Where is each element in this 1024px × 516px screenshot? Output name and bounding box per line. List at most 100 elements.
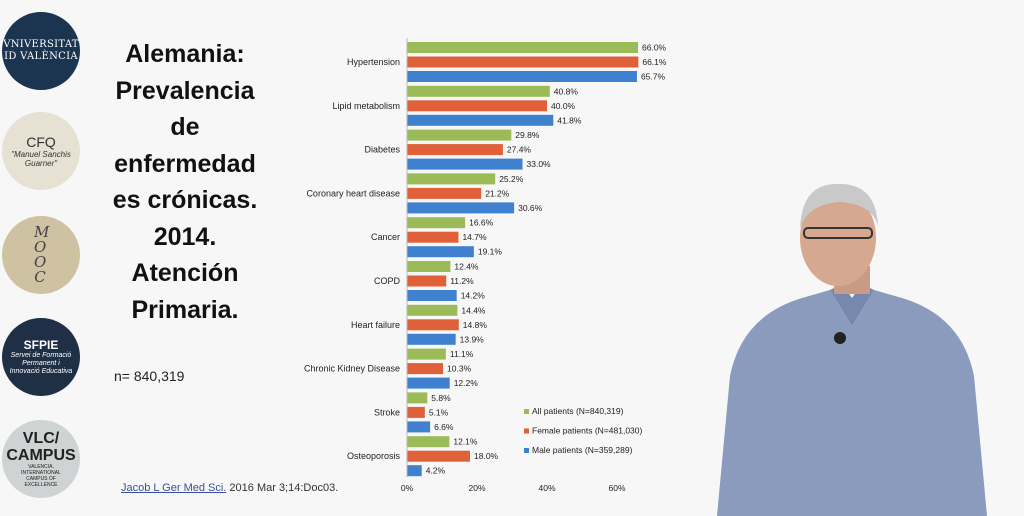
citation-link[interactable]: Jacob L Ger Med Sci. xyxy=(121,482,227,494)
presenter-figure xyxy=(717,183,987,516)
x-tick-label-3: 60% xyxy=(608,483,625,493)
bar-s0-c9 xyxy=(407,436,450,448)
bar-s2-c0 xyxy=(407,71,637,82)
citation-details: 2016 Mar 3;14:Doc03. xyxy=(226,482,339,494)
value-label-s1-c9: 18.0% xyxy=(474,451,499,461)
category-label-1: Lipid metabolism xyxy=(332,101,400,111)
bar-s1-c8 xyxy=(407,406,425,418)
value-label-s1-c7: 10.3% xyxy=(447,364,472,374)
legend-label-1: Female patients (N=481,030) xyxy=(532,426,642,436)
bar-s0-c0 xyxy=(407,42,638,53)
bar-s0-c3 xyxy=(407,173,496,185)
sfpie-logo: SFPIE Servei de Formació Permanent i Inn… xyxy=(2,318,80,396)
value-label-s2-c0: 65.7% xyxy=(641,72,666,82)
bar-s1-c0 xyxy=(407,56,639,68)
bar-s2-c3 xyxy=(407,202,515,214)
presenter-microphone xyxy=(834,332,846,344)
sample-size: n= 840,319 xyxy=(114,368,185,384)
bar-s2-c2 xyxy=(407,158,523,170)
category-label-8: Stroke xyxy=(374,407,400,417)
bar-s0-c8 xyxy=(407,392,428,404)
value-label-s0-c7: 11.1% xyxy=(450,349,474,359)
sfpie-logo-subtitle: Servei de Formació Permanent i Innovació… xyxy=(9,352,73,375)
bar-s2-c7 xyxy=(407,377,450,389)
value-label-s1-c3: 21.2% xyxy=(485,188,510,198)
value-label-s0-c5: 12.4% xyxy=(454,262,479,272)
value-label-s0-c3: 25.2% xyxy=(499,174,524,184)
value-label-s2-c8: 6.6% xyxy=(434,422,454,432)
vlc-campus-logo: VLC/ CAMPUS VALENCIA, INTERNATIONAL CAMP… xyxy=(2,420,80,498)
value-label-s0-c4: 16.6% xyxy=(469,218,494,228)
legend-swatch-1 xyxy=(524,428,529,434)
bar-s0-c7 xyxy=(407,348,446,360)
slide-title: Alemania: Prevalencia de enfermedad es c… xyxy=(112,40,258,324)
value-label-s2-c1: 41.8% xyxy=(557,115,582,125)
value-label-s2-c4: 19.1% xyxy=(478,247,503,257)
bar-s1-c2 xyxy=(407,144,503,156)
bar-s2-c5 xyxy=(407,290,457,301)
presenter-shirt xyxy=(717,290,987,516)
bar-s0-c6 xyxy=(407,304,458,316)
bar-s1-c4 xyxy=(407,231,459,243)
cfq-logo-subtitle: "Manuel Sanchis Guarner" xyxy=(11,150,71,168)
bar-s1-c3 xyxy=(407,187,482,199)
citation: Jacob L Ger Med Sci. 2016 Mar 3;14:Doc03… xyxy=(121,482,338,494)
presenter-hair xyxy=(800,183,878,228)
bar-s2-c4 xyxy=(407,246,474,258)
cfq-logo: CFQ "Manuel Sanchis Guarner" xyxy=(2,112,80,190)
category-label-9: Osteoporosis xyxy=(347,451,401,461)
universitat-valencia-logo: VNIVERSITAT ID VALÈNCIA xyxy=(2,12,80,90)
x-tick-label-0: 0% xyxy=(401,483,414,493)
mooc-logo: MOOC xyxy=(2,216,80,294)
category-label-2: Diabetes xyxy=(364,145,400,155)
mooc-logo-text: MOOC xyxy=(34,223,52,286)
category-label-7: Chronic Kidney Disease xyxy=(304,364,400,374)
x-tick-label-1: 20% xyxy=(468,483,485,493)
value-label-s1-c5: 11.2% xyxy=(450,276,474,286)
x-tick-label-2: 40% xyxy=(538,483,555,493)
bar-s1-c7 xyxy=(407,363,444,375)
logo-sidebar: VNIVERSITAT ID VALÈNCIA CFQ "Manuel Sanc… xyxy=(0,0,90,516)
bar-s1-c6 xyxy=(407,319,459,331)
category-label-4: Cancer xyxy=(371,232,400,242)
value-label-s0-c2: 29.8% xyxy=(515,130,540,140)
vlc-logo-subtitle: VALENCIA, INTERNATIONAL CAMPUS OF EXCELL… xyxy=(21,464,61,488)
bar-s2-c6 xyxy=(407,333,456,345)
value-label-s0-c6: 14.4% xyxy=(461,305,486,315)
value-label-s2-c5: 14.2% xyxy=(461,291,486,301)
bar-s1-c5 xyxy=(407,275,447,287)
legend-swatch-2 xyxy=(524,448,529,453)
legend-label-0: All patients (N=840,319) xyxy=(532,406,624,416)
presenter-glasses xyxy=(803,227,873,239)
uv-logo-line-1: VNIVERSITAT xyxy=(3,39,79,50)
value-label-s1-c8: 5.1% xyxy=(429,407,449,417)
bar-s0-c4 xyxy=(407,217,466,229)
value-label-s1-c1: 40.0% xyxy=(551,101,576,111)
value-label-s2-c7: 12.2% xyxy=(454,378,479,388)
bar-s0-c1 xyxy=(407,85,550,97)
value-label-s2-c9: 4.2% xyxy=(426,466,446,476)
legend-label-2: Male patients (N=359,289) xyxy=(532,445,633,455)
value-label-s2-c3: 30.6% xyxy=(518,203,543,213)
bar-s1-c1 xyxy=(407,100,547,112)
bar-s1-c9 xyxy=(407,450,470,462)
value-label-s0-c8: 5.8% xyxy=(431,393,451,403)
bar-s0-c5 xyxy=(407,261,451,272)
uv-logo-line-2: ID VALÈNCIA xyxy=(4,51,78,62)
cfq-logo-title: CFQ xyxy=(26,134,56,150)
sfpie-logo-title: SFPIE xyxy=(23,338,59,352)
bar-s2-c8 xyxy=(407,421,431,433)
category-label-0: Hypertension xyxy=(347,57,400,67)
category-label-6: Heart failure xyxy=(351,320,400,330)
value-label-s0-c0: 66.0% xyxy=(642,43,667,53)
bar-s2-c9 xyxy=(407,465,422,477)
value-label-s1-c0: 66.1% xyxy=(642,57,667,67)
category-label-3: Coronary heart disease xyxy=(306,188,400,198)
category-label-5: COPD xyxy=(374,276,401,286)
value-label-s1-c2: 27.4% xyxy=(507,145,532,155)
prevalence-bar-chart: Hypertension 66.0% 66.1% 65.7% Lipid metabol… xyxy=(304,38,667,493)
vlc-logo-title: VLC/ CAMPUS xyxy=(6,430,76,464)
value-label-s2-c6: 13.9% xyxy=(460,334,485,344)
value-label-s1-c6: 14.8% xyxy=(463,320,488,330)
value-label-s1-c4: 14.7% xyxy=(462,232,487,242)
